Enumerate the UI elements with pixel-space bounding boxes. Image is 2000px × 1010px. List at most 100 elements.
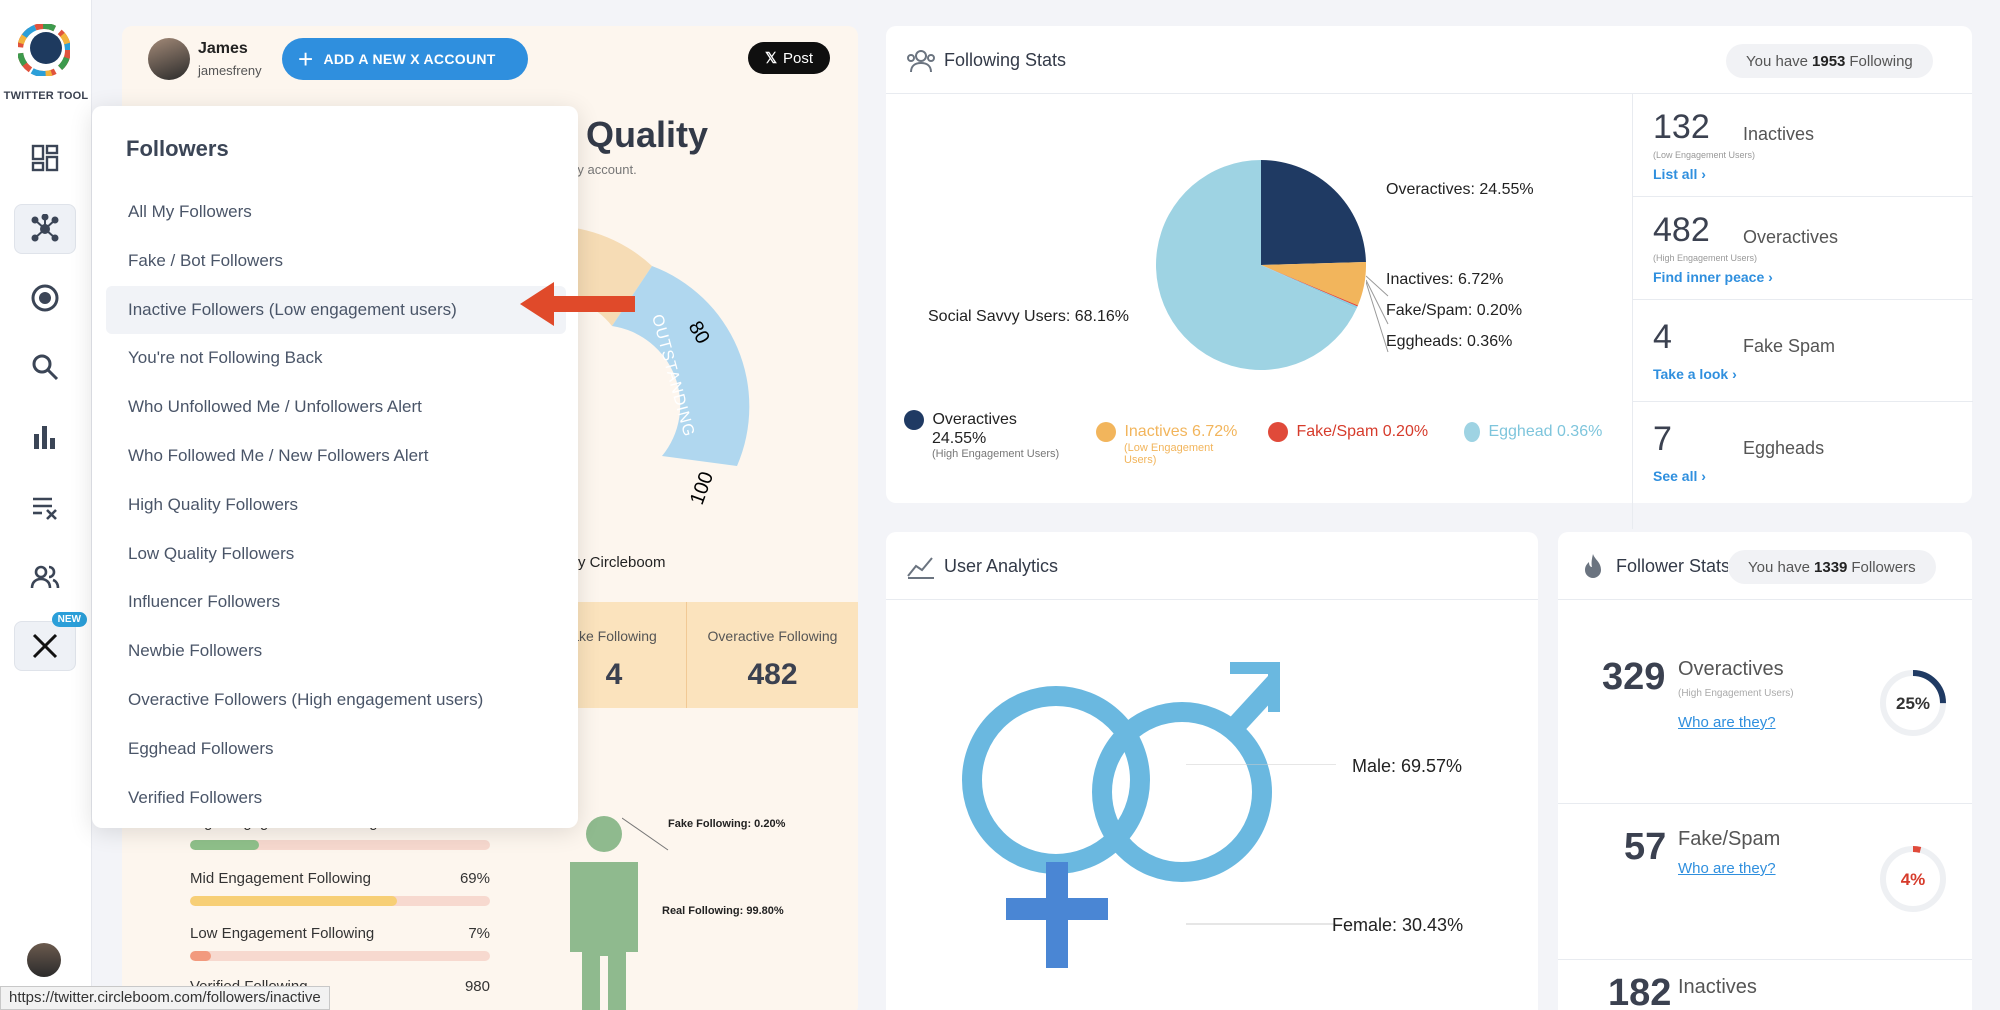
stat-num: 482: [1653, 211, 1710, 249]
stat-block-overactives: 482 Overactives (High Engagement Users) …: [1633, 197, 1973, 300]
add-account-button[interactable]: + ADD A NEW X ACCOUNT: [282, 38, 528, 80]
menu-item[interactable]: Who Unfollowed Me / Unfollowers Alert: [128, 397, 422, 417]
group-icon: [907, 50, 935, 73]
engagement-bar: [190, 840, 490, 850]
male-label: Male: 69.57%: [1352, 756, 1463, 776]
stat-block-fake: 4 Fake Spam Take a look ›: [1633, 300, 1973, 402]
engagement-bar: [190, 896, 490, 906]
engagement-bar: [190, 951, 490, 961]
menu-item[interactable]: Low Quality Followers: [128, 543, 295, 563]
legend-inactives-label: Inactives 6.72%: [1124, 423, 1238, 441]
follower-row-fake: 57 Fake/Spam Who are they? 4%: [1558, 804, 1972, 960]
powered-by: y Circleboom: [578, 554, 666, 571]
menu-item[interactable]: You're not Following Back: [128, 348, 323, 368]
engagement-row-mid: Mid Engagement Following 69%: [190, 870, 490, 906]
following-count-pill: You have 1953 Following: [1726, 44, 1933, 78]
who-are-they-link[interactable]: Who are they?: [1678, 714, 1776, 731]
menu-item[interactable]: Who Followed Me / New Followers Alert: [128, 446, 429, 465]
network-icon[interactable]: [14, 204, 76, 254]
analytics-icon: [907, 557, 934, 579]
legend-egghead-label: Egghead 0.36%: [1488, 423, 1603, 441]
overactive-following-stat: Overactive Following 482: [687, 602, 858, 708]
who-are-they-link[interactable]: Who are they?: [1678, 860, 1776, 877]
pill-prefix: You have: [1748, 558, 1811, 576]
menu-item[interactable]: Inactive Followers (Low engagement users…: [106, 285, 566, 334]
ring-label: 25%: [1896, 694, 1930, 713]
pointer-arrow: [520, 282, 635, 326]
stat-name: Inactives: [1743, 124, 1815, 144]
pie-slice-inactives: [1261, 262, 1366, 306]
follower-count: 1339: [1814, 558, 1848, 576]
follower-stats-title: Follower Stats: [1616, 556, 1728, 576]
menu-item[interactable]: Fake / Bot Followers: [128, 250, 283, 270]
menu-item[interactable]: Newbie Followers: [128, 641, 263, 661]
dropdown-title: Followers: [126, 136, 229, 161]
legend-overactives-sub: (High Engagement Users): [932, 448, 1060, 460]
legend-overactives-label: Overactives: [932, 411, 1017, 429]
follower-row-inactives: 182 Inactives: [1558, 960, 1972, 1010]
stat-block-inactives: 132 Inactives (Low Engagement Users) Lis…: [1633, 94, 1973, 197]
following-stats-header: Following Stats You have 1953 Following: [886, 26, 1972, 94]
menu-item[interactable]: Overactive Followers (High engagement us…: [128, 690, 484, 709]
gauge-band-outstanding: [612, 266, 750, 466]
legend-overactives: Overactives 24.55% (High Engagement User…: [904, 410, 1059, 460]
engagement-pct: 7%: [468, 925, 490, 942]
url-status-bar: https://twitter.circleboom.com/followers…: [0, 986, 330, 1010]
flame-icon: [1585, 554, 1601, 578]
pie-slice-eggheads: [1261, 265, 1358, 309]
logo-text: TWITTER TOOL: [3, 90, 89, 102]
pie-label-overactives: Overactives: 24.55%: [1386, 181, 1534, 198]
bar-chart-icon[interactable]: [14, 412, 76, 462]
x-icon[interactable]: NEW: [14, 612, 87, 671]
clear-list-icon[interactable]: [14, 482, 76, 532]
overactive-following-value: 482: [747, 658, 798, 691]
menu-item[interactable]: High Quality Followers: [128, 494, 299, 514]
stat-block-eggheads: 7 Eggheads See all ›: [1633, 402, 1973, 502]
gender-symbols: [962, 662, 1280, 968]
pie-label-inactives: Inactives: 6.72%: [1386, 271, 1504, 288]
follower-count-pill: You have 1339 Followers: [1728, 550, 1936, 584]
list-all-link[interactable]: List all ›: [1653, 166, 1706, 182]
circleboom-logo[interactable]: [18, 24, 70, 76]
find-inner-peace-link[interactable]: Find inner peace ›: [1653, 269, 1773, 285]
account-avatar[interactable]: [148, 38, 190, 80]
male-arrow-head: [1230, 662, 1280, 712]
menu-item[interactable]: Egghead Followers: [128, 738, 274, 758]
pie-slice-fake-spam: [1261, 265, 1358, 307]
see-all-link[interactable]: See all ›: [1653, 468, 1706, 484]
menu-item[interactable]: Verified Followers: [128, 787, 263, 807]
follower-name: Inactives: [1678, 976, 1757, 998]
pill-suffix: Following: [1849, 52, 1913, 70]
account-handle: jamesfreny: [198, 63, 262, 78]
pie-label-social: Social Savvy Users: 68.16%: [928, 308, 1129, 325]
account-name: James: [198, 40, 248, 57]
search-icon[interactable]: [14, 342, 76, 392]
user-analytics-header: User Analytics: [886, 532, 1538, 600]
x-post-button[interactable]: 𝕏 Post: [748, 42, 830, 74]
fake-leader-line: [622, 817, 669, 851]
menu-item[interactable]: Influencer Followers: [128, 592, 281, 612]
users-icon[interactable]: [14, 552, 76, 602]
legend-fake-label: Fake/Spam 0.20%: [1296, 423, 1429, 441]
legend-inactives-sub: (Low Engagement Users): [1124, 442, 1214, 466]
engagement-pct: 980: [464, 978, 490, 995]
following-stats-strip: [542, 602, 858, 708]
engagement-row-low: Low Engagement Following 7%: [190, 925, 490, 961]
sidebar: TWITTER TOOL NEW: [0, 0, 92, 1010]
male-symbol: [1092, 702, 1272, 882]
dashboard-icon[interactable]: [14, 133, 76, 183]
target-icon[interactable]: [14, 273, 76, 323]
stat-num: 7: [1653, 420, 1672, 458]
user-analytics-title: User Analytics: [944, 556, 1059, 576]
stat-num: 4: [1653, 318, 1672, 356]
following-pie-chart: [1156, 160, 1366, 370]
engagement-fill: [190, 951, 211, 961]
take-a-look-link[interactable]: Take a look ›: [1653, 366, 1737, 382]
x-post-label: Post: [783, 49, 814, 67]
user-avatar[interactable]: [27, 943, 61, 977]
menu-item[interactable]: All My Followers: [128, 202, 252, 221]
following-stats-card: Following Stats You have 1953 Following …: [886, 26, 1973, 529]
pill-suffix: Followers: [1851, 558, 1916, 576]
engagement-label: Low Engagement Following: [190, 925, 375, 942]
fake-ring: 4%: [1880, 846, 1946, 912]
